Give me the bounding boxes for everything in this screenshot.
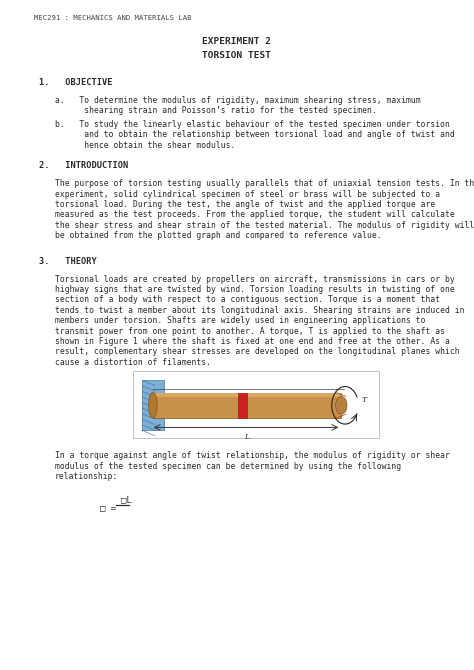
Text: cause a distortion of filaments.: cause a distortion of filaments.: [55, 358, 210, 366]
Text: torsional load. During the test, the angle of twist and the applied torque are: torsional load. During the test, the ang…: [55, 200, 435, 209]
FancyBboxPatch shape: [238, 393, 246, 418]
Text: T: T: [361, 396, 366, 404]
Text: tends to twist a member about its longitudinal axis. Shearing strains are induce: tends to twist a member about its longit…: [55, 306, 464, 315]
Text: 3.   THEORY: 3. THEORY: [39, 257, 97, 266]
Text: the shear stress and shear strain of the tested material. The modulus of rigidit: the shear stress and shear strain of the…: [55, 220, 474, 230]
Text: b.   To study the linearly elastic behaviour of the tested specimen under torsio: b. To study the linearly elastic behavio…: [55, 120, 449, 129]
Text: members under torsion. Shafts are widely used in engineering applications to: members under torsion. Shafts are widely…: [55, 316, 425, 325]
Text: result, complementary shear stresses are developed on the longitudinal planes wh: result, complementary shear stresses are…: [55, 347, 459, 356]
Text: transmit power from one point to another. A torque, T is applied to the shaft as: transmit power from one point to another…: [55, 326, 445, 336]
Text: experiment, solid cylindrical specimen of steel or brass will be subjected to a: experiment, solid cylindrical specimen o…: [55, 190, 439, 198]
Text: TORSION TEST: TORSION TEST: [202, 52, 272, 60]
Text: □ =: □ =: [100, 503, 121, 513]
Text: highway signs that are twisted by wind. Torsion loading results in twisting of o: highway signs that are twisted by wind. …: [55, 285, 454, 294]
Text: be obtained from the plotted graph and compared to reference value.: be obtained from the plotted graph and c…: [55, 231, 381, 240]
Text: section of a body with respect to a contiguous section. Torque is a moment that: section of a body with respect to a cont…: [55, 295, 439, 304]
Text: 2.   INTRODUCTION: 2. INTRODUCTION: [39, 161, 128, 170]
Text: MEC291 : MECHANICS AND MATERIALS LAB: MEC291 : MECHANICS AND MATERIALS LAB: [34, 15, 191, 21]
Ellipse shape: [336, 397, 347, 414]
Ellipse shape: [149, 393, 157, 418]
Text: hence obtain the shear modulus.: hence obtain the shear modulus.: [55, 141, 235, 149]
Text: and to obtain the relationship between torsional load and angle of twist and: and to obtain the relationship between t…: [55, 130, 454, 139]
Text: In a torque against angle of twist relationship, the modulus of rigidity or shea: In a torque against angle of twist relat…: [55, 452, 449, 460]
Text: shearing strain and Poisson’s ratio for the tested specimen.: shearing strain and Poisson’s ratio for …: [55, 107, 376, 115]
Text: EXPERIMENT 2: EXPERIMENT 2: [202, 37, 272, 46]
Text: relationship:: relationship:: [55, 472, 118, 481]
Text: Torsional loads are created by propellers on aircraft, transmissions in cars or : Torsional loads are created by propeller…: [55, 275, 454, 283]
Text: measured as the test proceeds. From the applied torque, the student will calcula: measured as the test proceeds. From the …: [55, 210, 454, 219]
Text: □L: □L: [121, 495, 132, 504]
Text: shown in Figure 1 where the shaft is fixed at one end and free at the other. As : shown in Figure 1 where the shaft is fix…: [55, 337, 449, 346]
Text: L: L: [245, 433, 250, 441]
FancyBboxPatch shape: [142, 380, 164, 430]
Text: 1.   OBJECTIVE: 1. OBJECTIVE: [39, 78, 112, 87]
Text: modulus of the tested specimen can be determined by using the following: modulus of the tested specimen can be de…: [55, 462, 401, 471]
FancyBboxPatch shape: [153, 393, 341, 397]
Text: a.   To determine the modulus of rigidity, maximum shearing stress, maximum: a. To determine the modulus of rigidity,…: [55, 96, 420, 105]
Text: The purpose of torsion testing usually parallels that of uniaxial tension tests.: The purpose of torsion testing usually p…: [55, 179, 474, 188]
FancyBboxPatch shape: [153, 393, 341, 418]
